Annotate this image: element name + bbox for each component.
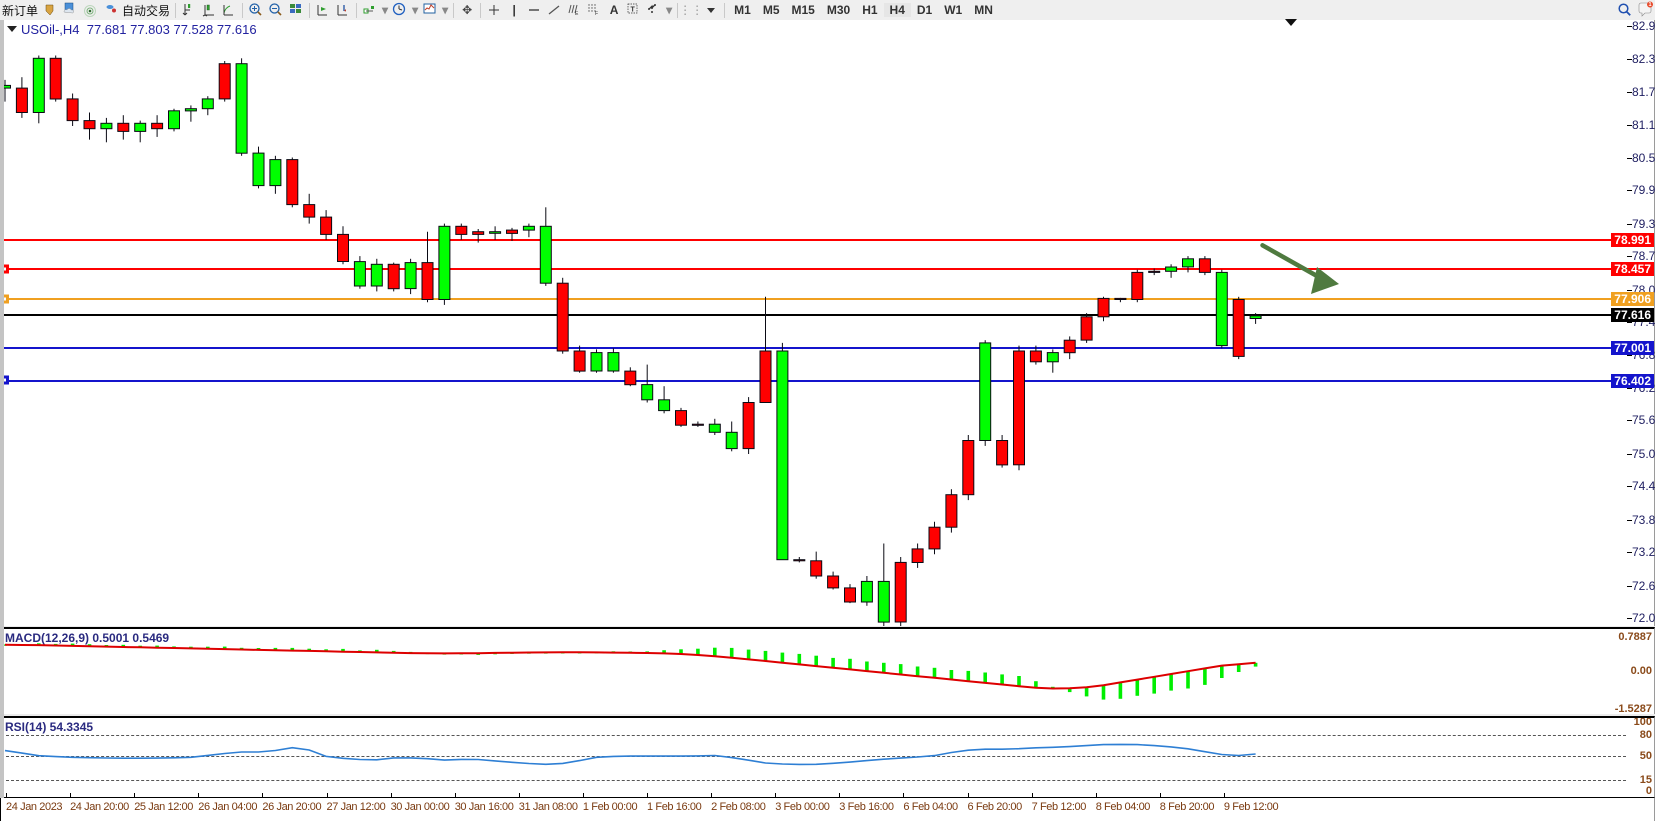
svg-text:1: 1	[1648, 2, 1651, 8]
svg-text:T: T	[631, 7, 636, 14]
svg-text:E: E	[575, 11, 579, 17]
svg-text:F: F	[595, 11, 598, 17]
